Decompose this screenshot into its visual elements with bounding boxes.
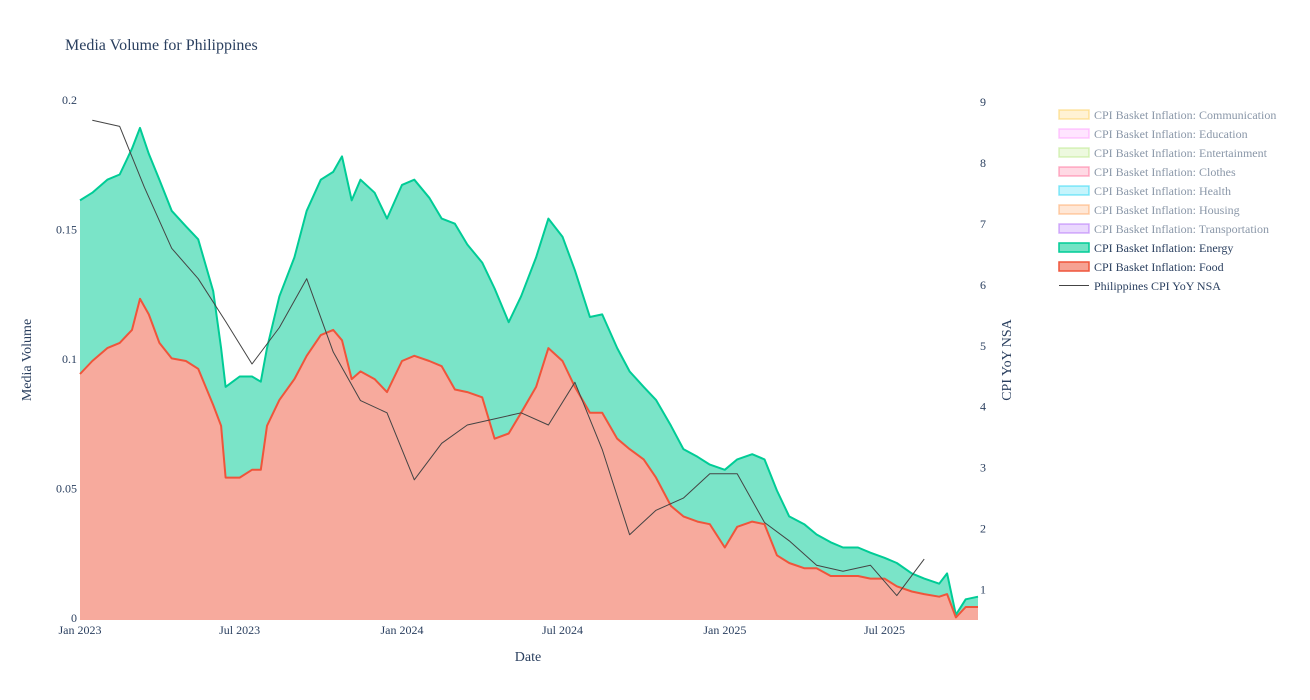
y-axis-ticks: 0 0.05 0.1 0.15 0.2 [56,93,77,625]
legend-swatch [1058,147,1090,158]
legend-swatch [1058,261,1090,272]
legend-item[interactable]: CPI Basket Inflation: Education [1058,127,1248,141]
legend-item[interactable]: CPI Basket Inflation: Communication [1058,108,1276,122]
legend-item[interactable]: CPI Basket Inflation: Health [1058,184,1231,198]
y2-tick-label: 1 [980,583,986,597]
legend-swatch [1058,166,1090,177]
legend-swatch [1058,223,1090,234]
y2-tick-label: 6 [980,278,986,292]
chart-title: Media Volume for Philippines [65,37,258,54]
cpi-line [92,119,925,597]
y2-tick-label: 7 [980,217,986,231]
legend-swatch [1058,242,1090,253]
x-axis-title: Date [515,650,541,665]
y-axis-title: Media Volume [20,319,35,401]
legend-label: CPI Basket Inflation: Health [1094,184,1231,198]
x-tick-label: Jan 2024 [380,623,423,637]
legend-swatch [1058,109,1090,120]
legend-item[interactable]: CPI Basket Inflation: Energy [1058,241,1233,255]
legend[interactable]: CPI Basket Inflation: Communication CPI B… [1058,108,1276,293]
food-line [79,297,978,619]
series-layer [79,119,979,620]
legend-label: CPI Basket Inflation: Food [1094,260,1224,274]
legend-label: CPI Basket Inflation: Housing [1094,203,1240,217]
y-tick-label: 0 [71,611,77,625]
legend-item[interactable]: CPI Basket Inflation: Clothes [1058,165,1236,179]
legend-label: CPI Basket Inflation: Energy [1094,241,1233,255]
legend-swatch [1058,185,1090,196]
x-axis-ticks: Jan 2023 Jul 2023 Jan 2024 Jul 2024 Jan 2025… [59,623,906,637]
legend-label: CPI Basket Inflation: Clothes [1094,165,1236,179]
legend-label: CPI Basket Inflation: Entertainment [1094,146,1268,160]
x-tick-label: Jan 2025 [703,623,746,637]
y2-tick-label: 8 [980,156,986,170]
x-tick-label: Jan 2023 [59,623,102,637]
x-tick-label: Jul 2023 [219,623,260,637]
food-area [80,298,978,620]
legend-swatch [1058,204,1090,215]
legend-item[interactable]: Philippines CPI YoY NSA [1059,279,1221,293]
legend-label: Philippines CPI YoY NSA [1094,279,1221,293]
legend-label: CPI Basket Inflation: Communication [1094,108,1276,122]
y2-tick-label: 4 [980,400,986,414]
legend-swatch [1058,128,1090,139]
y2-axis-title: CPI YoY NSA [1000,318,1015,400]
y2-axis-ticks: 1 2 3 4 5 6 7 8 9 [980,95,986,597]
y-tick-label: 0.05 [56,482,77,496]
energy-area [80,127,978,618]
y-tick-label: 0.2 [62,93,77,107]
x-tick-label: Jul 2024 [542,623,583,637]
legend-item[interactable]: CPI Basket Inflation: Food [1058,260,1224,274]
legend-label: CPI Basket Inflation: Education [1094,127,1248,141]
y2-tick-label: 2 [980,522,986,536]
y2-tick-label: 9 [980,95,986,109]
legend-item[interactable]: CPI Basket Inflation: Transportation [1058,222,1269,236]
y2-tick-label: 5 [980,339,986,353]
y-tick-label: 0.15 [56,223,77,237]
y-tick-label: 0.1 [62,352,77,366]
y2-tick-label: 3 [980,461,986,475]
legend-label: CPI Basket Inflation: Transportation [1094,222,1269,236]
energy-line [79,126,979,616]
legend-item[interactable]: CPI Basket Inflation: Entertainment [1058,146,1268,160]
legend-item[interactable]: CPI Basket Inflation: Housing [1058,203,1240,217]
x-tick-label: Jul 2025 [864,623,905,637]
